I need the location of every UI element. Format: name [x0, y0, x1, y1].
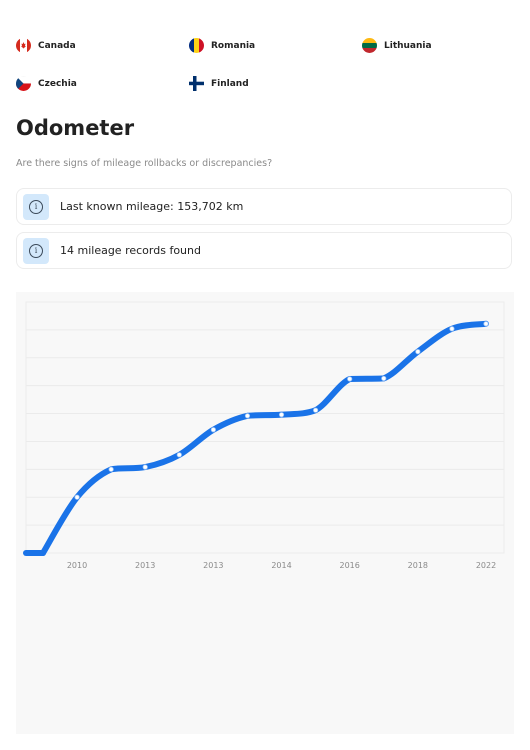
- data-point: [449, 326, 455, 332]
- country-name: Lithuania: [384, 40, 432, 51]
- data-point: [108, 466, 114, 472]
- country-name: Romania: [211, 40, 256, 51]
- data-point: [74, 494, 80, 500]
- info-icon: i: [29, 243, 43, 258]
- data-point: [244, 413, 251, 419]
- info-icon: i: [29, 199, 43, 214]
- info-text: 14 mileage records found: [60, 244, 201, 257]
- data-point: [347, 376, 353, 382]
- x-tick-label: 2013: [135, 561, 155, 570]
- data-point: [313, 407, 319, 413]
- romania-flag-icon: [189, 38, 204, 53]
- info-card-mileage: i Last known mileage: 153,702 km: [16, 188, 512, 225]
- info-card-records: i 14 mileage records found: [16, 232, 512, 269]
- data-point: [381, 375, 387, 382]
- page-title: Odometer: [16, 116, 135, 140]
- data-point: [176, 452, 182, 458]
- data-point: [142, 464, 148, 470]
- lithuania-flag-icon: [362, 38, 377, 53]
- country-name: Czechia: [38, 78, 77, 89]
- page-subtitle: Are there signs of mileage rollbacks or …: [16, 158, 273, 169]
- x-tick-label: 2014: [271, 561, 291, 570]
- data-point: [483, 321, 489, 327]
- country-item-romania: Romania: [189, 38, 255, 53]
- x-tick-label: 2018: [408, 561, 428, 570]
- mileage-chart: 2010 2013 2013 2014 2016 2018 2022: [16, 292, 514, 734]
- info-icon-box: i: [23, 193, 49, 220]
- canada-flag-icon: [16, 38, 31, 53]
- czechia-flag-icon: [16, 76, 31, 91]
- x-tick-label: 2013: [203, 561, 223, 570]
- country-item-canada: Canada: [16, 38, 76, 53]
- data-point: [210, 427, 216, 433]
- info-icon-box: i: [23, 237, 49, 264]
- country-name: Finland: [211, 78, 249, 89]
- mileage-chart-svg: 2010 2013 2013 2014 2016 2018 2022: [23, 301, 505, 570]
- country-name: Canada: [38, 40, 76, 51]
- country-item-finland: Finland: [189, 76, 249, 91]
- info-text: Last known mileage: 153,702 km: [60, 200, 244, 213]
- data-point: [278, 412, 285, 418]
- x-tick-label: 2010: [67, 561, 87, 570]
- x-tick-label: 2022: [476, 561, 496, 570]
- country-item-lithuania: Lithuania: [362, 38, 432, 53]
- country-item-czechia: Czechia: [16, 76, 77, 91]
- x-tick-label: 2016: [339, 561, 359, 570]
- finland-flag-icon: [189, 76, 204, 91]
- data-point: [415, 349, 421, 355]
